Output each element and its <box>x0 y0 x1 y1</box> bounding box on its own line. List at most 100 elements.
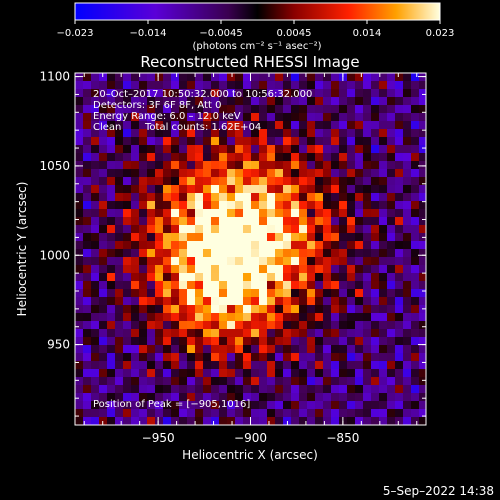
heatmap-cell <box>291 193 299 201</box>
heatmap-cell <box>195 313 203 321</box>
heatmap-cell <box>75 169 83 177</box>
heatmap-cell <box>299 145 307 153</box>
heatmap-cell <box>283 377 291 385</box>
heatmap-cell <box>139 353 147 361</box>
heatmap-cell <box>323 401 331 409</box>
heatmap-cell <box>163 273 171 281</box>
heatmap-cell <box>219 225 227 233</box>
heatmap-cell <box>379 329 387 337</box>
heatmap-cell <box>227 233 235 241</box>
heatmap-cell <box>179 169 187 177</box>
heatmap-cell <box>363 305 371 313</box>
heatmap-cell <box>339 321 347 329</box>
heatmap-cell <box>227 217 235 225</box>
heatmap-cell <box>195 353 203 361</box>
heatmap-cell <box>307 241 315 249</box>
heatmap-cell <box>283 105 291 113</box>
heatmap-cell <box>243 137 251 145</box>
heatmap-cell <box>155 241 163 249</box>
heatmap-cell <box>107 121 115 129</box>
heatmap-cell <box>355 81 363 89</box>
heatmap-cell <box>371 273 379 281</box>
heatmap-cell <box>355 217 363 225</box>
annotation-method: Clean <box>93 122 121 133</box>
heatmap-cell <box>131 137 139 145</box>
heatmap-cell <box>147 201 155 209</box>
heatmap-cell <box>315 393 323 401</box>
heatmap-cell <box>251 209 259 217</box>
heatmap-cell <box>219 417 227 425</box>
heatmap-cell <box>211 161 219 169</box>
heatmap-cell <box>395 121 403 129</box>
heatmap-cell <box>171 113 179 121</box>
heatmap-cell <box>195 169 203 177</box>
heatmap-cell <box>155 361 163 369</box>
heatmap-cell <box>331 289 339 297</box>
heatmap-cell <box>403 201 411 209</box>
heatmap-cell <box>355 297 363 305</box>
heatmap-cell <box>291 249 299 257</box>
colorbar-ticks: −0.023 −0.014 −0.0045 0.0045 0.014 0.023 <box>56 20 454 39</box>
heatmap-cell <box>139 113 147 121</box>
heatmap-cell <box>203 337 211 345</box>
heatmap-cell <box>211 321 219 329</box>
heatmap-cell <box>99 361 107 369</box>
heatmap-cell <box>419 241 426 249</box>
heatmap-cell <box>235 385 243 393</box>
heatmap-cell <box>283 217 291 225</box>
heatmap-cell <box>251 289 259 297</box>
heatmap-cell <box>155 393 163 401</box>
heatmap-cell <box>131 193 139 201</box>
heatmap-cell <box>139 313 147 321</box>
heatmap-cell <box>387 193 395 201</box>
heatmap-cell <box>315 305 323 313</box>
heatmap-cell <box>107 289 115 297</box>
heatmap-cell <box>139 241 147 249</box>
heatmap-cell <box>267 305 275 313</box>
heatmap-cell <box>131 289 139 297</box>
heatmap-cell <box>171 337 179 345</box>
heatmap-cell <box>163 337 171 345</box>
heatmap-cell <box>379 385 387 393</box>
heatmap-cell <box>155 89 163 97</box>
heatmap-cell <box>259 281 267 289</box>
heatmap-cell <box>203 121 211 129</box>
heatmap-cell <box>347 89 355 97</box>
heatmap-cell <box>315 257 323 265</box>
heatmap-cell <box>387 257 395 265</box>
heatmap-cell <box>131 73 139 81</box>
heatmap-cell <box>139 289 147 297</box>
heatmap-cell <box>219 249 227 257</box>
heatmap-cell <box>251 121 259 129</box>
heatmap-cell <box>275 217 283 225</box>
heatmap-cell <box>227 241 235 249</box>
heatmap-cell <box>411 241 419 249</box>
heatmap-cell <box>363 321 371 329</box>
heatmap-cell <box>299 225 307 233</box>
heatmap-cell <box>307 265 315 273</box>
heatmap-cell <box>99 225 107 233</box>
heatmap-cell <box>403 225 411 233</box>
heatmap-cell <box>363 385 371 393</box>
heatmap-cell <box>323 265 331 273</box>
heatmap-cell <box>235 153 243 161</box>
heatmap-cell <box>107 385 115 393</box>
y-tick-label: 1050 <box>39 159 70 173</box>
heatmap-cell <box>243 217 251 225</box>
heatmap-cell <box>195 161 203 169</box>
heatmap-cell <box>259 129 267 137</box>
heatmap-cell <box>291 377 299 385</box>
heatmap-cell <box>299 337 307 345</box>
heatmap-cell <box>267 201 275 209</box>
heatmap-cell <box>227 297 235 305</box>
heatmap-cell <box>179 137 187 145</box>
heatmap-cell <box>411 345 419 353</box>
heatmap-cell <box>371 193 379 201</box>
heatmap-cell <box>291 257 299 265</box>
heatmap-cell <box>403 121 411 129</box>
heatmap-cell <box>363 353 371 361</box>
heatmap-cell <box>115 361 123 369</box>
heatmap-cell <box>331 193 339 201</box>
heatmap-cell <box>291 233 299 241</box>
